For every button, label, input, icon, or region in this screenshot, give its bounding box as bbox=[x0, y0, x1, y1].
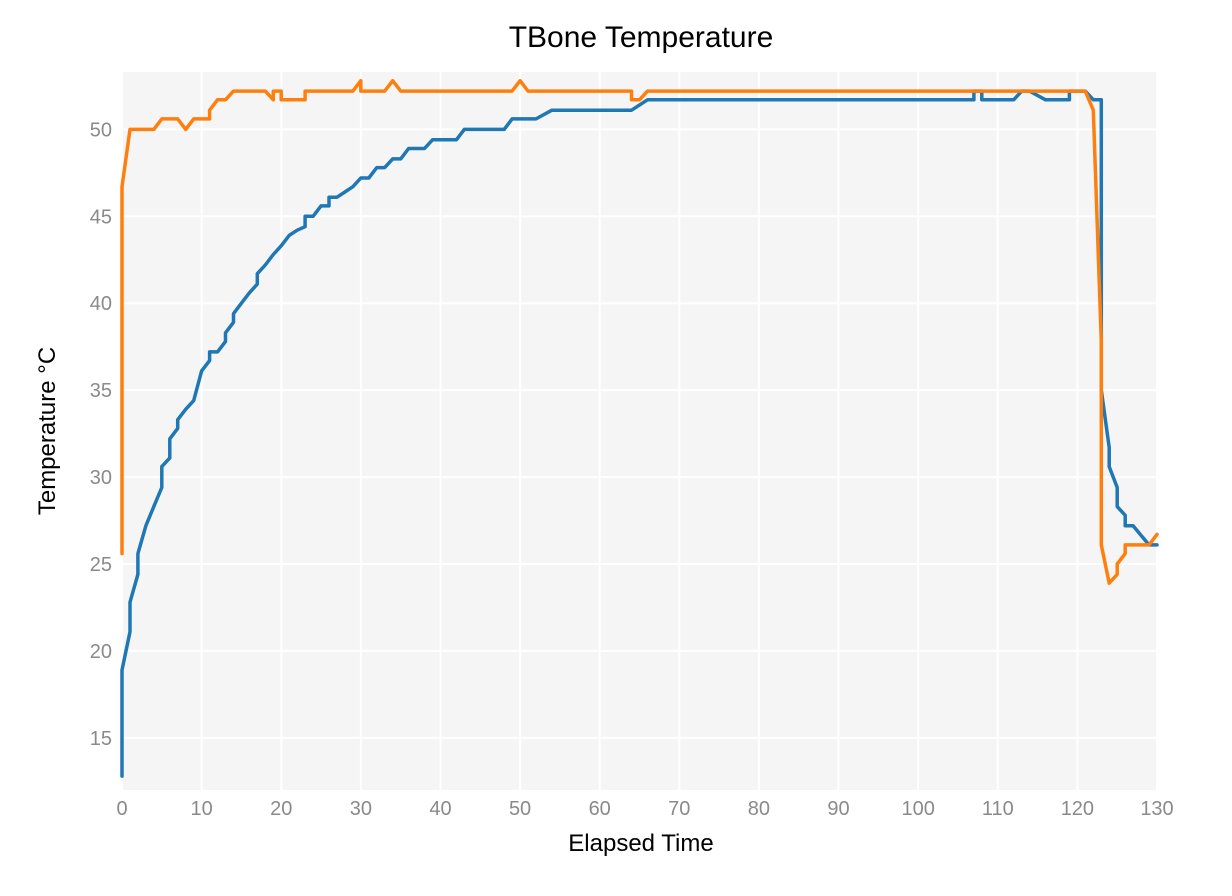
x-tick-label: 110 bbox=[982, 798, 1014, 820]
x-tick-label: 10 bbox=[190, 798, 212, 820]
x-tick-label: 20 bbox=[270, 798, 292, 820]
y-tick-label: 40 bbox=[90, 293, 112, 315]
y-tick-label: 25 bbox=[90, 554, 112, 576]
plot-background bbox=[122, 72, 1157, 790]
x-tick-label: 90 bbox=[827, 798, 849, 820]
chart-title: TBone Temperature bbox=[509, 21, 774, 54]
series-line-1 bbox=[120, 89, 1159, 778]
y-tick-label: 35 bbox=[90, 380, 112, 402]
x-tick-label: 40 bbox=[429, 798, 451, 820]
x-tick-label: 100 bbox=[901, 798, 934, 820]
x-tick-label: 70 bbox=[668, 798, 690, 820]
y-axis-ticks: 15 20 25 30 35 40 45 50 bbox=[90, 119, 112, 749]
x-tick-label: 0 bbox=[116, 798, 127, 820]
x-tick-label: 60 bbox=[589, 798, 611, 820]
x-tick-label: 120 bbox=[1061, 798, 1094, 820]
x-tick-label: 130 bbox=[1140, 798, 1173, 820]
y-tick-label: 20 bbox=[90, 641, 112, 663]
x-tick-label: 50 bbox=[509, 798, 531, 820]
series-layer bbox=[120, 78, 1159, 778]
x-axis-label: Elapsed Time bbox=[568, 830, 713, 857]
x-axis-ticks: 0 10 20 30 40 50 60 70 80 90 100 110 120 130 bbox=[116, 798, 1173, 820]
y-tick-label: 30 bbox=[90, 467, 112, 489]
y-tick-label: 50 bbox=[90, 119, 112, 141]
x-tick-label: 30 bbox=[350, 798, 372, 820]
series-line-2 bbox=[120, 78, 1159, 585]
y-axis-label: Temperature °C bbox=[34, 347, 61, 515]
x-tick-label: 80 bbox=[748, 798, 770, 820]
y-tick-label: 45 bbox=[90, 206, 112, 228]
y-tick-label: 15 bbox=[90, 728, 112, 750]
grid-lines bbox=[121, 72, 1158, 790]
